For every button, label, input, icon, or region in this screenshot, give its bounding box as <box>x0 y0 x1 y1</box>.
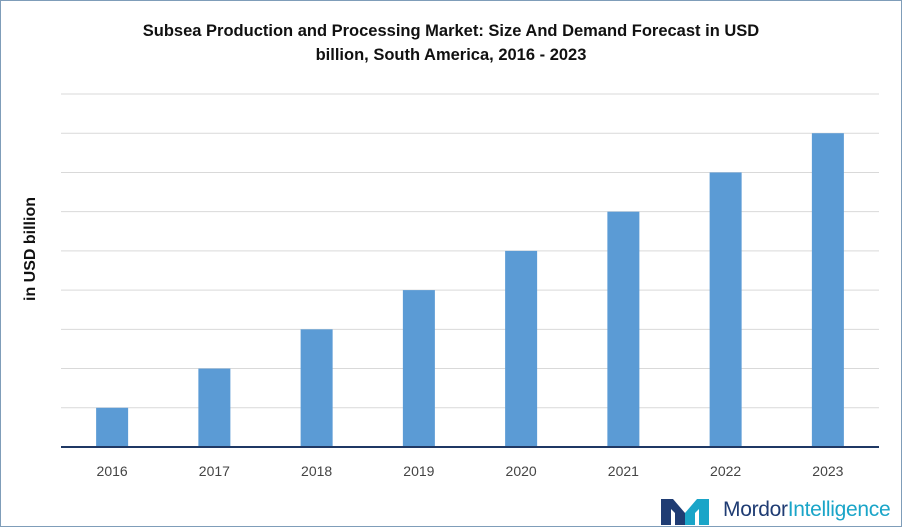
chart-title-line-1: Subsea Production and Processing Market:… <box>142 22 760 40</box>
bar-2019 <box>402 290 435 447</box>
bar-2018 <box>300 329 333 447</box>
x-tick-label-2023: 2023 <box>812 463 843 479</box>
brand-name-part-1: Mordor <box>723 498 788 521</box>
x-tick-label-2016: 2016 <box>97 463 128 479</box>
x-tick-label-2020: 2020 <box>506 463 537 479</box>
x-tick-label-2019: 2019 <box>403 463 434 479</box>
bar-2016 <box>96 407 129 447</box>
x-tick-label-2021: 2021 <box>608 463 639 479</box>
bar-2021 <box>607 211 640 447</box>
chart-title: Subsea Production and Processing Market:… <box>1 19 901 67</box>
bar-2022 <box>709 172 742 447</box>
bar-2023 <box>811 133 844 447</box>
brand-name-part-2: Intelligence <box>787 498 891 521</box>
x-tick-label-2018: 2018 <box>301 463 332 479</box>
x-tick-label-2022: 2022 <box>710 463 741 479</box>
chart-title-line-2: billion, South America, 2016 - 2023 <box>315 46 587 64</box>
mordor-intelligence-logo-icon <box>661 499 709 525</box>
bar-2017 <box>198 368 231 447</box>
bar-2020 <box>505 250 538 447</box>
x-tick-label-2017: 2017 <box>199 463 230 479</box>
mordor-intelligence-wordmark: MordorIntelligence <box>723 497 891 523</box>
